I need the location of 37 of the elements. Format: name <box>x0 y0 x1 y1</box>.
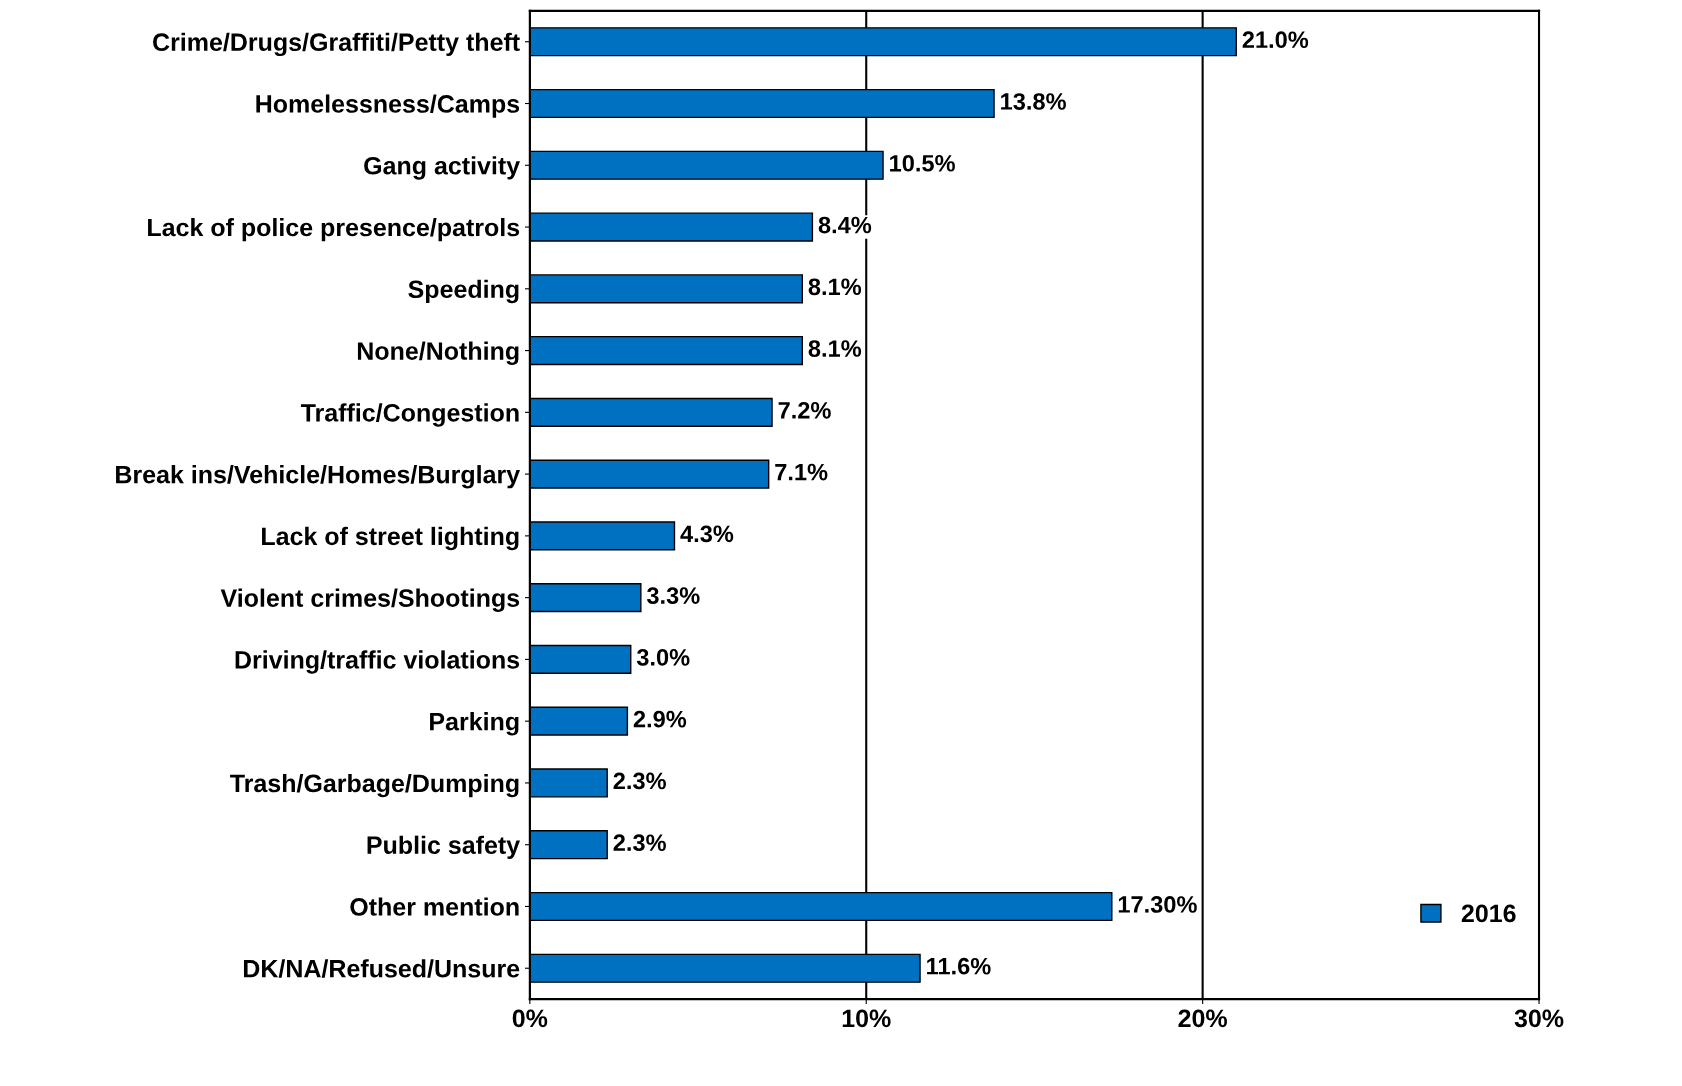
y-tick-label: DK/NA/Refused/Unsure <box>243 959 520 978</box>
data-label: 11.6% <box>927 957 991 975</box>
data-label: 2.9% <box>633 710 687 728</box>
x-tick-label: 0% <box>512 1009 548 1028</box>
data-label: 8.4% <box>818 216 872 234</box>
data-label: 2.3% <box>613 772 666 790</box>
x-tick-label: 20% <box>1178 1009 1227 1028</box>
y-tick-label: Other mention <box>350 897 519 916</box>
data-label: 3.0% <box>636 649 690 666</box>
data-label: 8.1% <box>808 278 862 296</box>
y-tick-label: Break ins/Vehicle/Homes/Burglary <box>116 465 520 489</box>
y-tick-label: Violent crimes/Shootings <box>220 588 520 612</box>
y-tick-label: Traffic/Congestion <box>300 403 519 427</box>
y-tick-label: Trash/Garbage/Dumping <box>230 773 519 798</box>
data-label: 21.0% <box>1242 31 1309 49</box>
y-tick-label: Speeding <box>408 279 519 304</box>
data-label: 4.3% <box>680 525 734 543</box>
data-label: 17.30% <box>1118 896 1197 913</box>
x-tick-label: 10% <box>842 1009 891 1028</box>
data-label: 7.1% <box>775 463 828 481</box>
y-tick-label: Public safety <box>367 835 520 859</box>
x-tick-label: 30% <box>1514 1009 1564 1028</box>
y-tick-label: Parking <box>430 712 519 736</box>
y-tick-label: Homelessness/Camps <box>256 94 520 118</box>
y-tick-label: Lack of police presence/patrols <box>148 217 520 242</box>
y-tick-label: Driving/traffic violations <box>235 650 520 674</box>
y-tick-label: None/Nothing <box>357 341 519 365</box>
y-tick-label: Gang activity <box>364 156 520 180</box>
y-tick-label: Lack of street lighting <box>262 526 519 551</box>
data-label: 8.1% <box>808 340 862 357</box>
y-tick-label: Crime/Drugs/Graffiti/Petty theft <box>153 32 520 57</box>
data-label: 7.2% <box>778 401 831 419</box>
data-label: 10.5% <box>890 154 955 172</box>
data-label: 3.3% <box>646 587 700 605</box>
legend-label: 2016 <box>1461 904 1516 923</box>
data-label: 2.3% <box>613 834 666 852</box>
data-label: 13.8% <box>1001 93 1066 110</box>
